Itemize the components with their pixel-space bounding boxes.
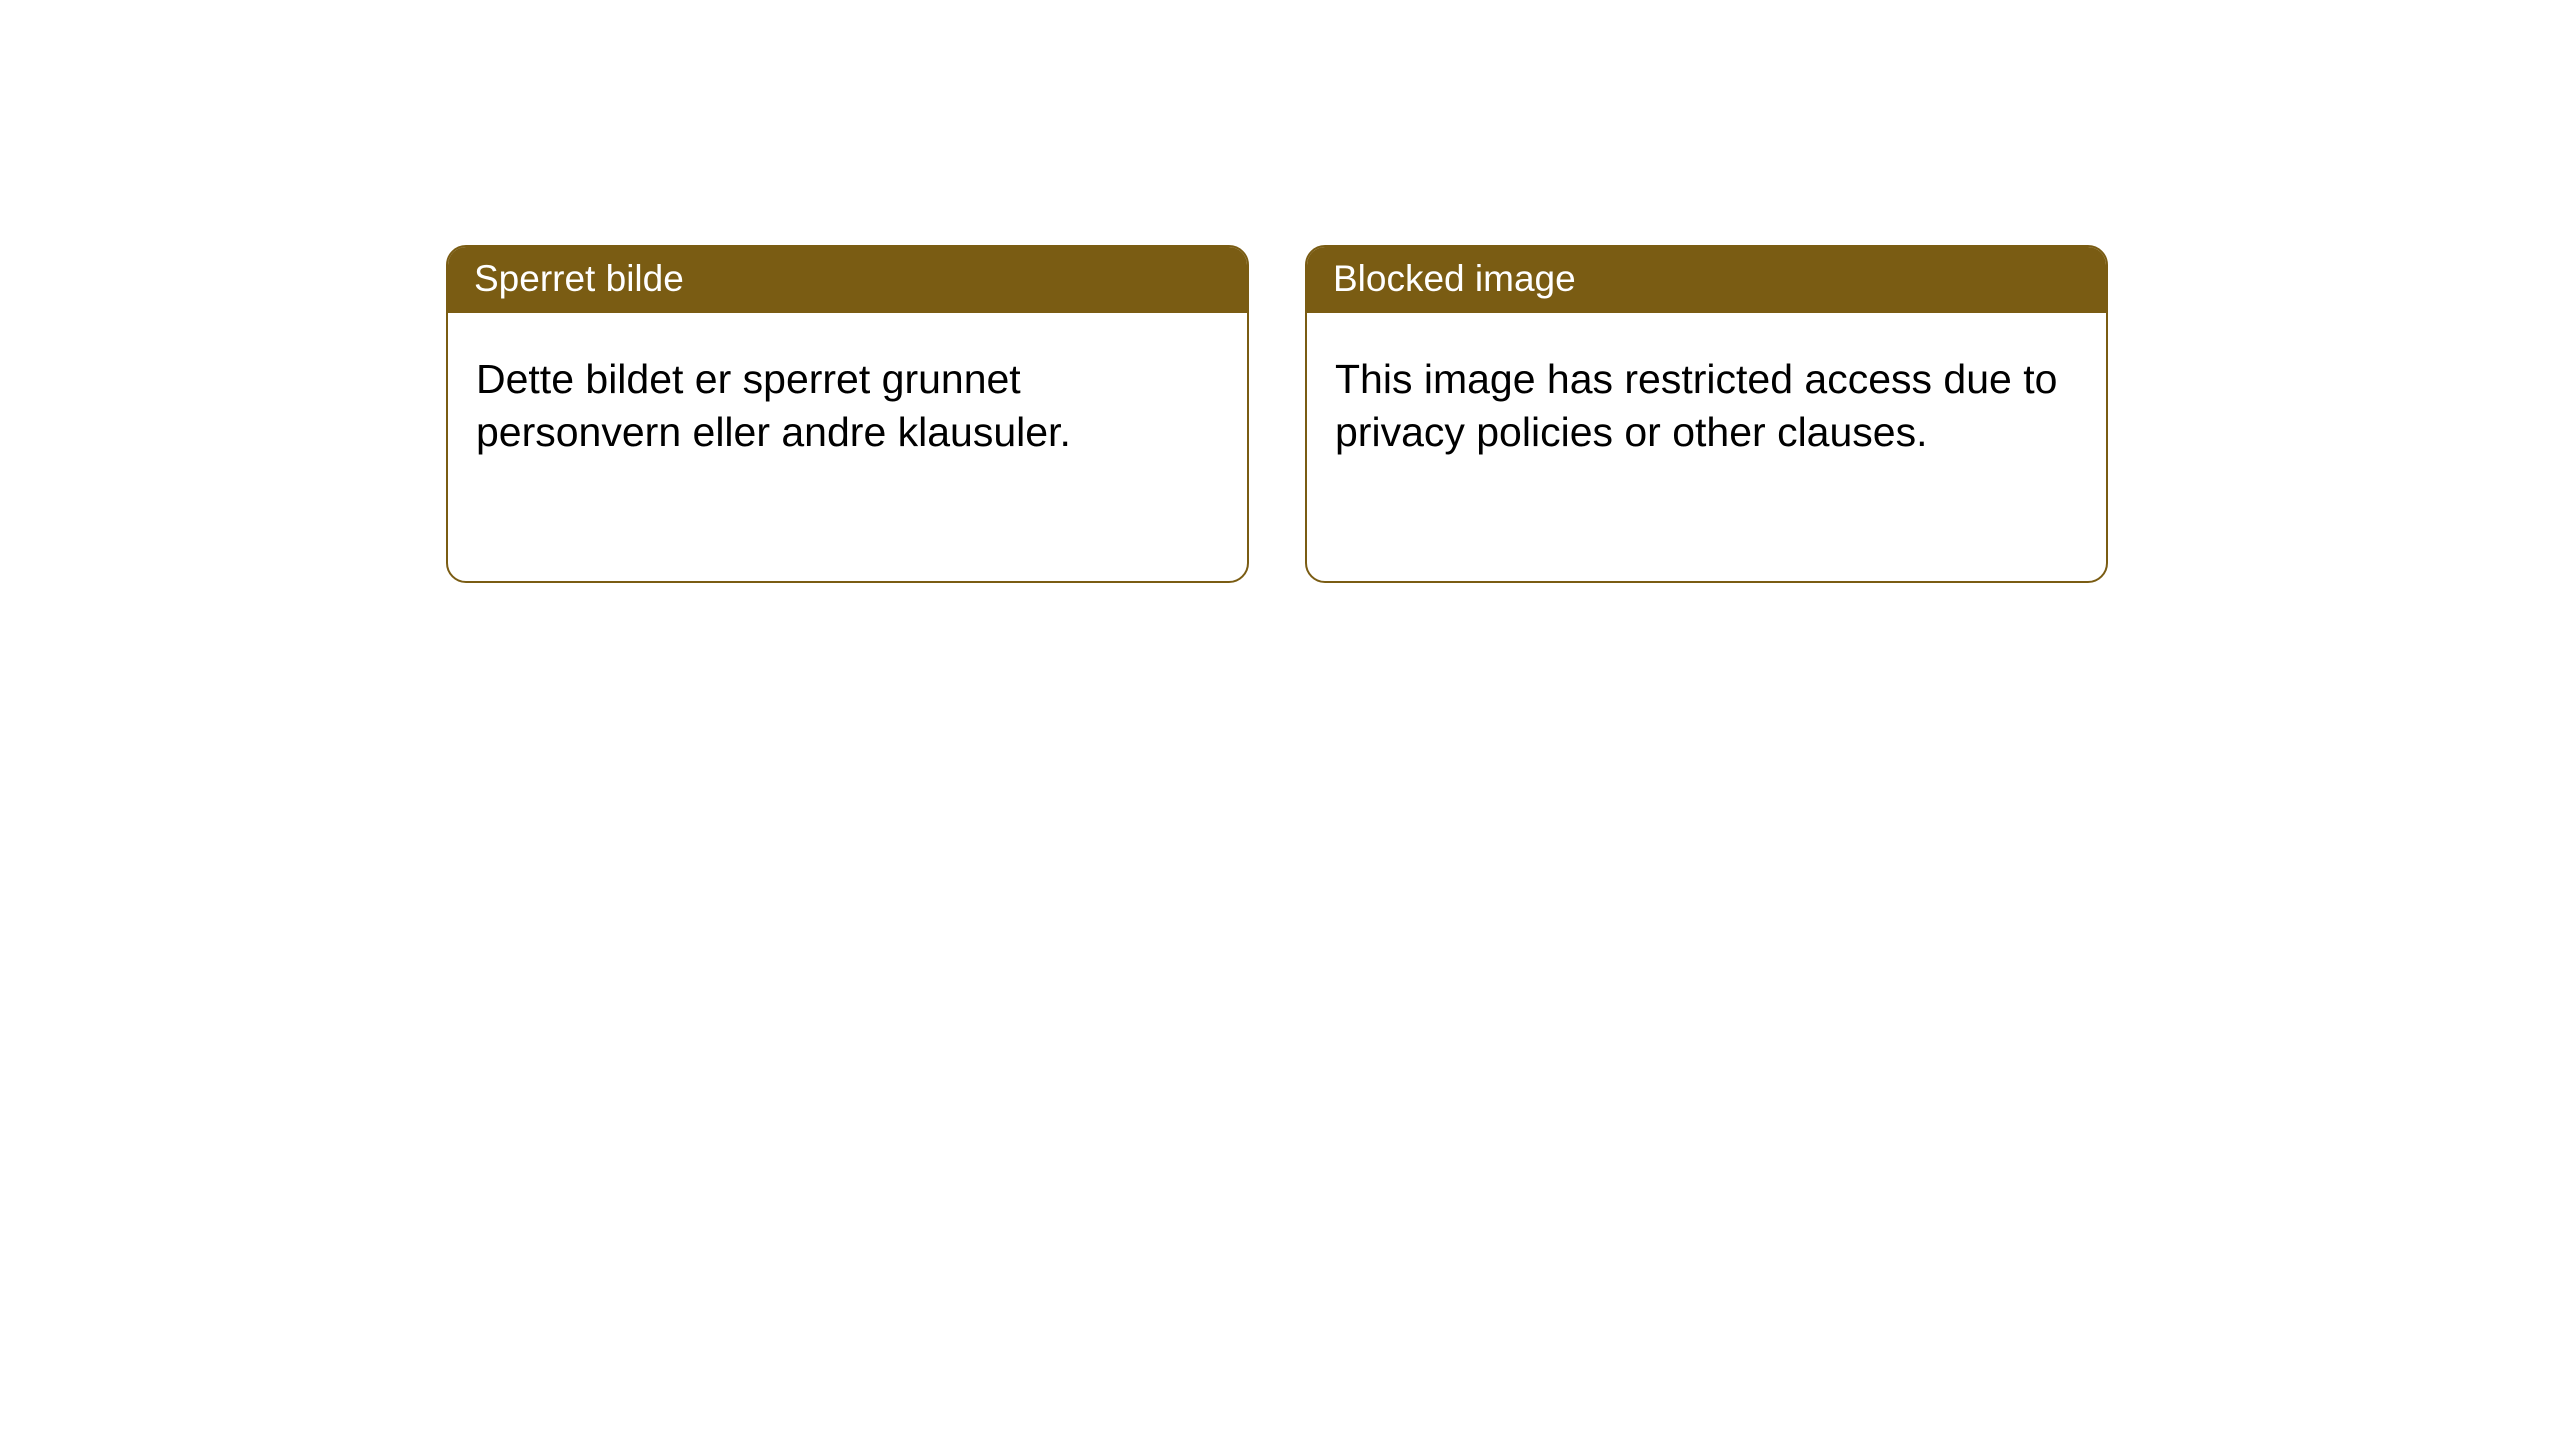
notice-body: Dette bildet er sperret grunnet personve… — [448, 313, 1247, 498]
notice-body: This image has restricted access due to … — [1307, 313, 2106, 498]
notices-container: Sperret bilde Dette bildet er sperret gr… — [446, 245, 2108, 583]
notice-header: Sperret bilde — [448, 247, 1247, 313]
notice-box-english: Blocked image This image has restricted … — [1305, 245, 2108, 583]
notice-header: Blocked image — [1307, 247, 2106, 313]
notice-box-norwegian: Sperret bilde Dette bildet er sperret gr… — [446, 245, 1249, 583]
